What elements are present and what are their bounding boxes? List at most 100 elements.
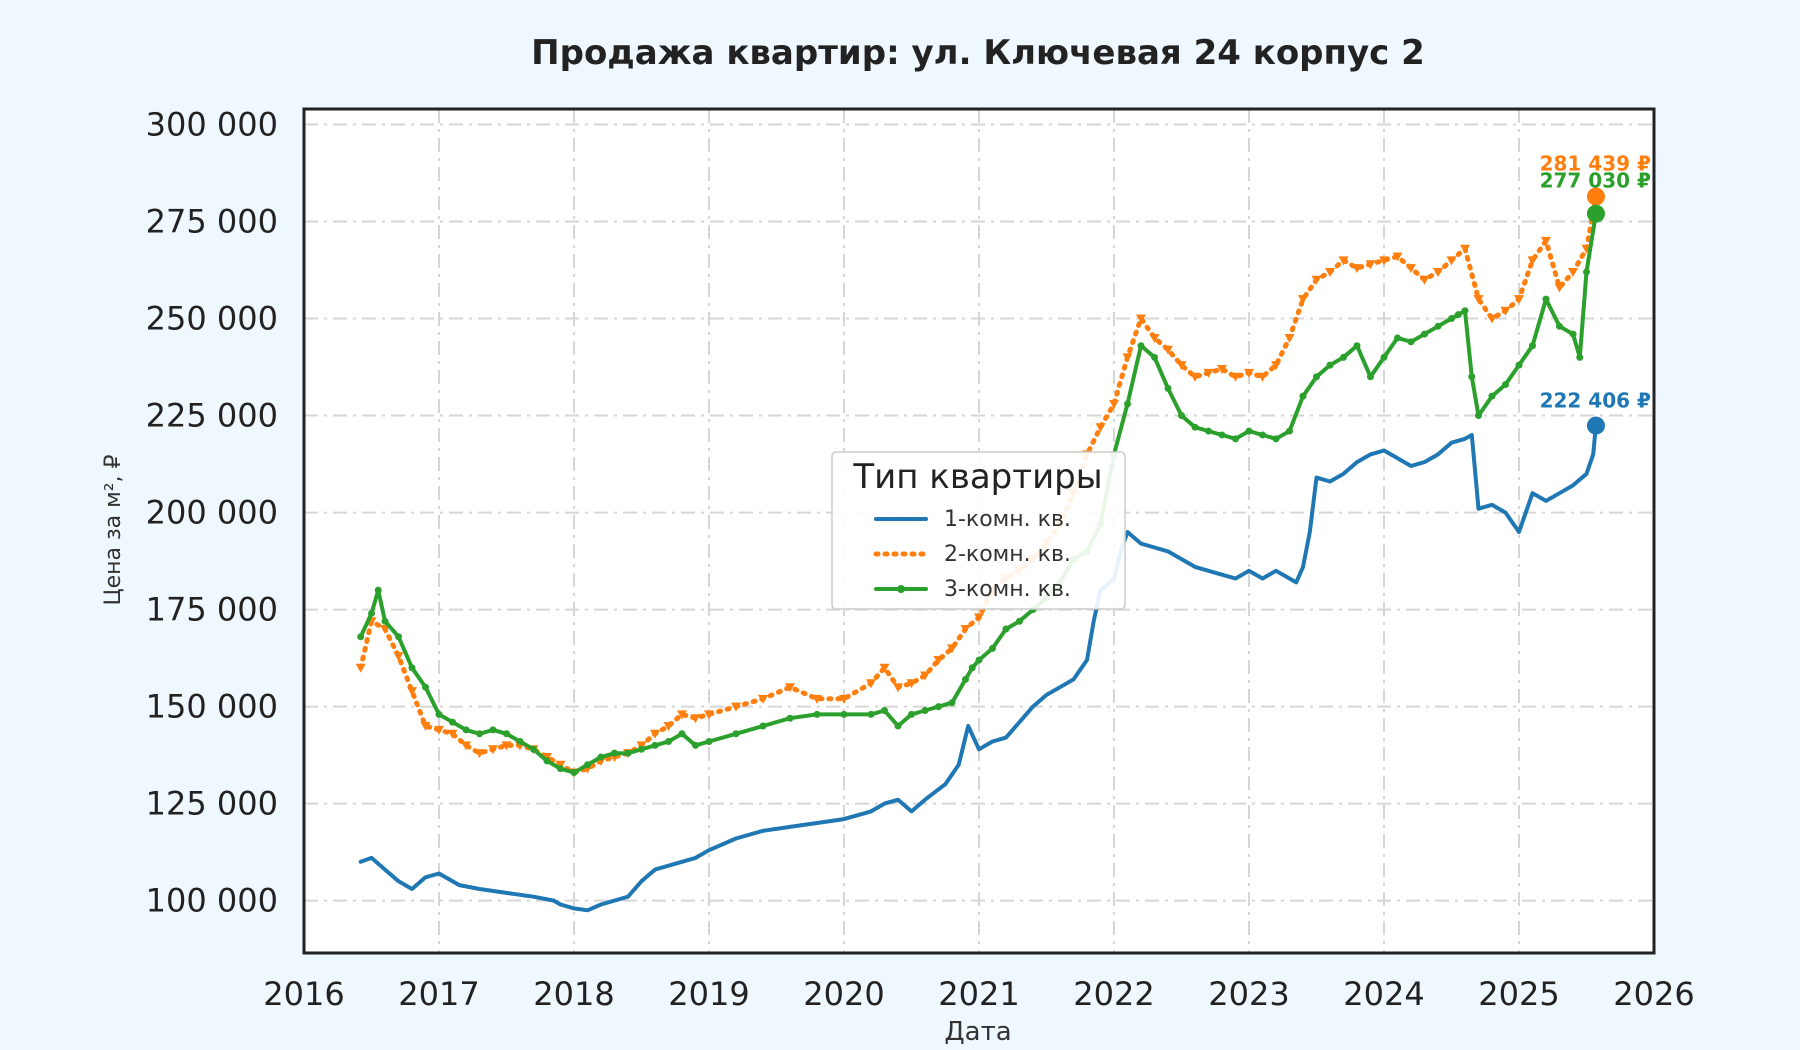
data-point	[1338, 256, 1349, 266]
data-point	[1002, 625, 1010, 633]
data-point	[461, 741, 471, 751]
x-tick-label: 2021	[938, 975, 1019, 1013]
data-point	[1286, 427, 1293, 435]
data-point	[1542, 295, 1550, 303]
data-point	[933, 656, 944, 666]
data-point	[786, 714, 794, 722]
end-value-label: 281 439 ₽	[1540, 152, 1651, 176]
x-tick-label: 2024	[1343, 975, 1424, 1013]
data-point	[1313, 373, 1320, 381]
data-point	[1475, 412, 1482, 420]
data-point	[1163, 345, 1173, 355]
data-point	[690, 714, 701, 724]
data-point	[1468, 373, 1476, 381]
data-point	[813, 710, 821, 718]
y-tick-label: 225 000	[146, 397, 278, 435]
data-point	[1124, 400, 1131, 408]
data-point	[906, 679, 917, 689]
data-point	[1353, 342, 1361, 350]
y-tick-label: 175 000	[146, 591, 278, 629]
x-tick-label: 2019	[668, 975, 749, 1013]
series-layer	[355, 192, 1601, 913]
legend: Тип квартиры 1-комн. кв. 2-комн. кв. 3-ком…	[831, 451, 1126, 610]
data-point	[731, 702, 741, 712]
data-point	[1541, 236, 1551, 246]
data-point	[368, 609, 375, 617]
legend-box	[831, 451, 1126, 610]
y-tick-label: 275 000	[146, 203, 278, 241]
data-point	[1272, 435, 1280, 443]
data-point	[530, 745, 537, 753]
data-point	[374, 586, 382, 594]
data-point	[1419, 275, 1430, 285]
y-tick-label: 300 000	[146, 106, 278, 144]
data-point	[1164, 384, 1172, 392]
data-point	[462, 726, 470, 734]
plot-frame	[302, 107, 1656, 955]
data-point	[677, 710, 687, 720]
data-point	[1461, 307, 1469, 315]
data-point	[920, 671, 930, 681]
data-point	[422, 683, 429, 691]
legend-item-label: 3-комн. кв.	[944, 577, 1071, 602]
data-point	[663, 721, 674, 731]
legend-items: 1-комн. кв. 2-комн. кв. 3-комн. кв.	[873, 507, 1071, 602]
data-point	[1326, 361, 1334, 369]
data-point	[866, 679, 876, 689]
data-point	[584, 761, 591, 769]
end-value-label: 222 406 ₽	[1540, 389, 1651, 413]
end-point	[1586, 204, 1605, 223]
series-line	[358, 423, 1598, 913]
data-point	[395, 633, 402, 641]
data-point	[380, 624, 390, 634]
data-point	[1394, 334, 1401, 342]
data-point	[989, 644, 996, 652]
data-point	[1271, 361, 1281, 371]
data-point	[893, 683, 903, 693]
data-point	[908, 710, 915, 718]
data-point	[1365, 260, 1376, 270]
data-point	[557, 765, 564, 773]
data-point	[474, 749, 485, 759]
data-point	[447, 729, 458, 739]
data-point	[1340, 353, 1347, 361]
data-point	[434, 725, 444, 735]
data-point	[1203, 368, 1214, 378]
data-point	[1488, 392, 1496, 400]
chart-title: Продажа квартир: ул. Ключевая 24 корпус …	[531, 33, 1425, 73]
x-tick-label: 2025	[1478, 975, 1559, 1013]
data-point	[1460, 244, 1470, 254]
data-point	[420, 721, 431, 731]
end-labels: 222 406 ₽ 281 439 ₽277 030 ₽	[1540, 152, 1651, 435]
data-point	[1244, 368, 1254, 378]
data-point	[1137, 342, 1145, 350]
data-point	[1529, 342, 1536, 350]
data-point	[1122, 353, 1133, 363]
x-axis-label: Дата	[944, 1017, 1011, 1047]
data-point	[1257, 372, 1268, 382]
data-point	[1109, 399, 1119, 409]
data-point	[1284, 333, 1295, 343]
end-point	[1586, 416, 1605, 435]
legend-marker	[897, 585, 905, 593]
data-point	[393, 652, 404, 662]
data-point	[638, 745, 645, 753]
x-tick-label: 2026	[1613, 975, 1694, 1013]
data-point	[1217, 364, 1227, 374]
data-point	[381, 617, 389, 625]
data-point	[759, 722, 767, 730]
data-point	[1569, 330, 1577, 338]
data-point	[1502, 381, 1509, 389]
x-tick-label: 2017	[398, 975, 479, 1013]
data-point	[1259, 431, 1266, 439]
data-point	[1583, 268, 1590, 276]
x-tick-label: 2018	[533, 975, 614, 1013]
data-point	[974, 613, 984, 623]
data-point	[867, 710, 875, 718]
data-point	[1433, 267, 1443, 277]
y-tick-label: 125 000	[146, 785, 278, 823]
data-point	[1136, 314, 1146, 324]
data-point	[1380, 353, 1388, 361]
data-point	[1406, 264, 1416, 274]
